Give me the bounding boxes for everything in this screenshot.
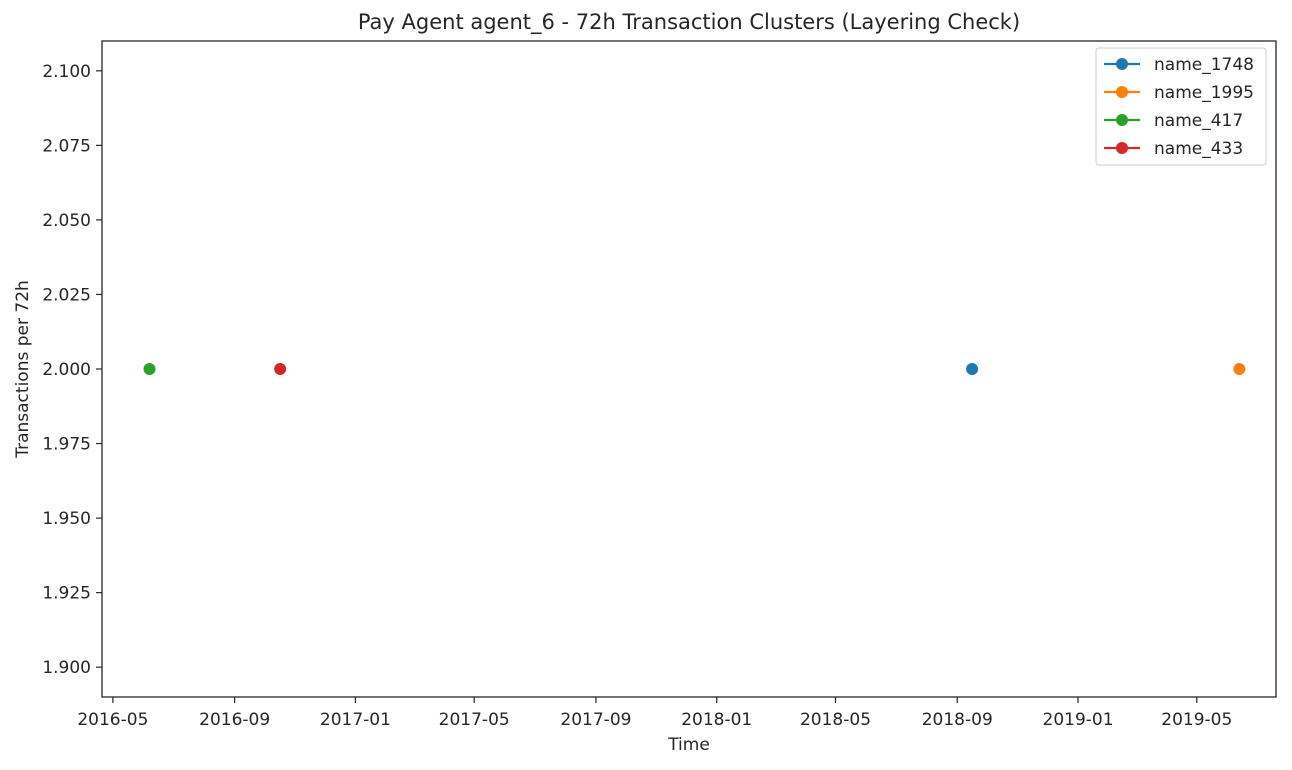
data-points bbox=[143, 363, 1246, 375]
x-tick-label: 2016-09 bbox=[199, 710, 270, 730]
x-tick-label: 2018-09 bbox=[922, 710, 993, 730]
legend-label: name_433 bbox=[1154, 139, 1243, 159]
x-tick-label: 2019-01 bbox=[1043, 710, 1114, 730]
y-tick-label: 1.975 bbox=[42, 435, 91, 455]
legend-marker bbox=[1116, 114, 1128, 126]
data-point-name_417 bbox=[143, 363, 156, 375]
y-tick-label: 2.075 bbox=[42, 136, 91, 156]
legend-label: name_417 bbox=[1154, 111, 1243, 131]
data-point-name_1748 bbox=[966, 363, 979, 375]
data-point-name_1995 bbox=[1233, 363, 1246, 375]
y-tick-label: 1.950 bbox=[42, 509, 91, 529]
plot-area bbox=[101, 40, 1277, 698]
x-tick-label: 2019-05 bbox=[1161, 710, 1232, 730]
y-axis-ticks: 1.900 1.925 1.950 1.975 2.000 2.025 2.050 2.075… bbox=[42, 62, 102, 678]
x-tick-label: 2018-01 bbox=[681, 710, 752, 730]
x-tick-label: 2017-01 bbox=[320, 710, 391, 730]
legend-label: name_1748 bbox=[1154, 55, 1254, 75]
x-tick-label: 2016-05 bbox=[77, 710, 148, 730]
legend-entries: name_1748 name_1995 name_417 name_433 bbox=[1104, 55, 1254, 159]
y-tick-label: 2.100 bbox=[42, 62, 91, 82]
data-point-name_433 bbox=[274, 363, 287, 375]
legend-marker bbox=[1116, 142, 1128, 154]
legend-label: name_1995 bbox=[1154, 83, 1254, 103]
y-axis-label: Transactions per 72h bbox=[13, 280, 33, 459]
x-tick-label: 2018-05 bbox=[800, 710, 871, 730]
y-tick-label: 2.025 bbox=[42, 285, 91, 305]
y-tick-label: 1.900 bbox=[42, 658, 91, 678]
x-tick-label: 2017-09 bbox=[560, 710, 631, 730]
legend-box bbox=[1095, 47, 1267, 166]
legend-marker bbox=[1116, 58, 1128, 70]
x-axis-label: Time bbox=[667, 735, 710, 755]
y-tick-label: 1.925 bbox=[42, 584, 91, 604]
y-tick-label: 2.000 bbox=[42, 360, 91, 380]
x-tick-label: 2017-05 bbox=[439, 710, 510, 730]
y-tick-label: 2.050 bbox=[42, 211, 91, 231]
legend-marker bbox=[1116, 86, 1128, 98]
x-axis-ticks: 2016-05 2016-09 2017-01 2017-05 2017-09 2018-… bbox=[77, 697, 1232, 730]
chart-title: Pay Agent agent_6 - 72h Transaction Clus… bbox=[358, 10, 1020, 35]
legend: name_1748 name_1995 name_417 name_433 bbox=[1095, 47, 1267, 166]
